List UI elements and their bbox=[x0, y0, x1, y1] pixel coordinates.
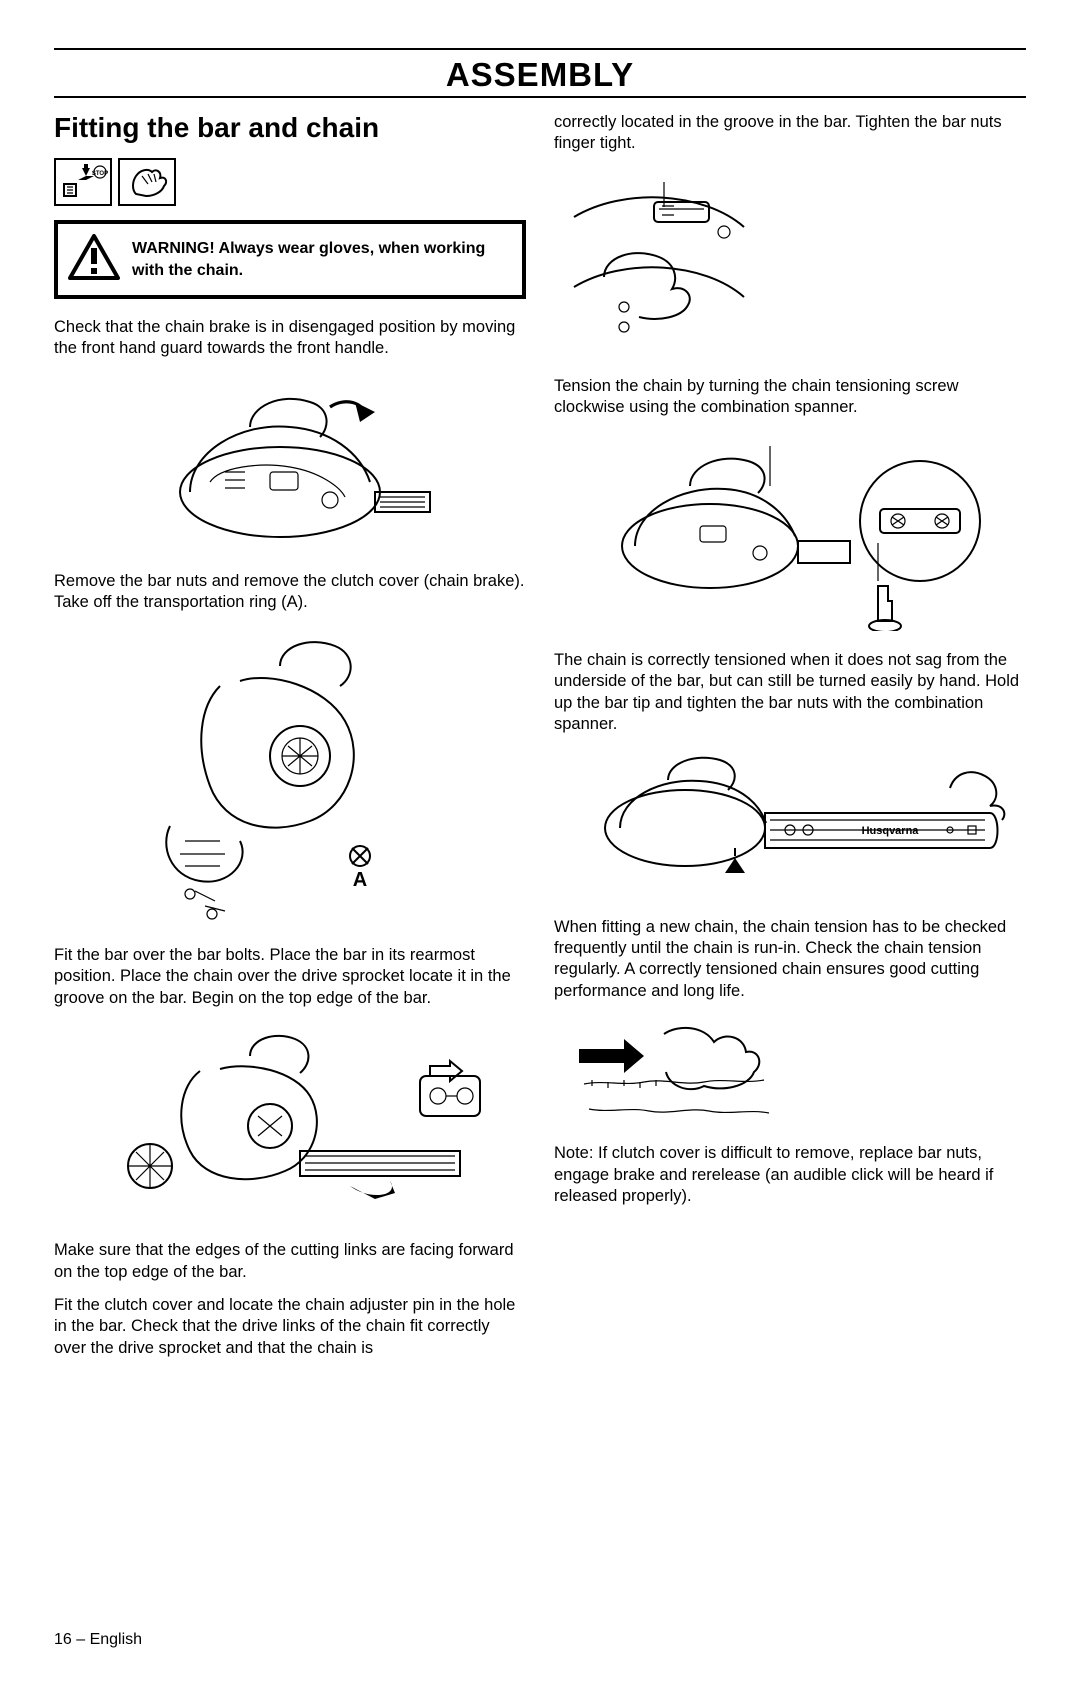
two-column-layout: Fitting the bar and chain STOP bbox=[54, 112, 1026, 1371]
right-paragraph-2: Tension the chain by turning the chain t… bbox=[554, 376, 1026, 419]
left-paragraph-4: Make sure that the edges of the cutting … bbox=[54, 1240, 526, 1283]
figure-tighten-nuts bbox=[554, 167, 1026, 362]
right-paragraph-4: When fitting a new chain, the chain tens… bbox=[554, 917, 1026, 1003]
page-footer: 16 – English bbox=[54, 1631, 1026, 1649]
left-paragraph-5: Fit the clutch cover and locate the chai… bbox=[54, 1295, 526, 1359]
gloves-icon bbox=[118, 158, 176, 206]
figure-chain-check bbox=[554, 1014, 1026, 1129]
svg-text:STOP: STOP bbox=[92, 171, 108, 177]
rule-bottom bbox=[54, 96, 1026, 98]
left-paragraph-3: Fit the bar over the bar bolts. Place th… bbox=[54, 945, 526, 1009]
rule-top bbox=[54, 48, 1026, 50]
right-paragraph-3: The chain is correctly tensioned when it… bbox=[554, 650, 1026, 736]
stop-push-icon: STOP bbox=[54, 158, 112, 206]
warning-box: WARNING! Always wear gloves, when workin… bbox=[54, 220, 526, 299]
warning-triangle-icon bbox=[68, 234, 120, 285]
figure-remove-cover: A bbox=[54, 626, 526, 931]
label-a: A bbox=[353, 869, 367, 891]
brand-label: Husqvarna bbox=[862, 825, 920, 837]
left-paragraph-1: Check that the chain brake is in disenga… bbox=[54, 317, 526, 360]
figure-chainsaw-brake bbox=[54, 372, 526, 557]
instruction-icons: STOP bbox=[54, 158, 526, 206]
right-paragraph-5: Note: If clutch cover is difficult to re… bbox=[554, 1143, 1026, 1207]
figure-tension-chain bbox=[554, 431, 1026, 636]
figure-bar-tension: Husqvarna bbox=[554, 748, 1026, 903]
section-title: Fitting the bar and chain bbox=[54, 112, 526, 144]
page-title: ASSEMBLY bbox=[54, 56, 1026, 94]
right-paragraph-1: correctly located in the groove in the b… bbox=[554, 112, 1026, 155]
left-column: Fitting the bar and chain STOP bbox=[54, 112, 526, 1371]
left-paragraph-2: Remove the bar nuts and remove the clutc… bbox=[54, 571, 526, 614]
right-column: correctly located in the groove in the b… bbox=[554, 112, 1026, 1371]
figure-fit-bar bbox=[54, 1021, 526, 1226]
warning-text: WARNING! Always wear gloves, when workin… bbox=[132, 238, 510, 281]
